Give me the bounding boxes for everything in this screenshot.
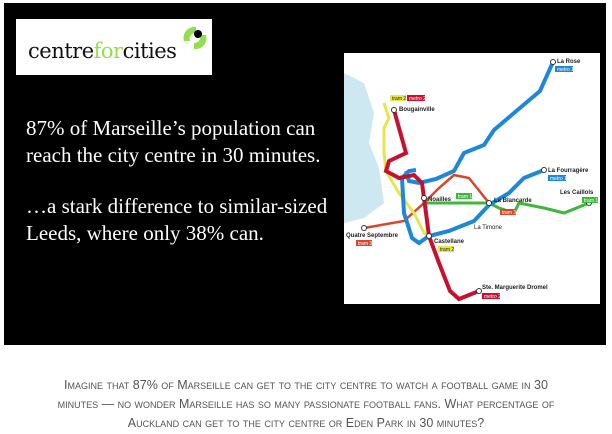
- station-marker: [486, 200, 492, 206]
- badge-tram2: tram 2: [440, 247, 454, 253]
- headline-line: 87% of Marseille’s population can: [26, 116, 316, 140]
- headline-leeds: …a stark difference to similar-sized Lee…: [26, 193, 327, 247]
- badge-tram2: tram 2: [392, 96, 406, 102]
- headline-line: Leeds, where only 38% can.: [26, 221, 264, 245]
- station-marker: [476, 288, 482, 294]
- caption: Imagine that 87% of Marseille can get to…: [0, 376, 612, 433]
- metro1-line-north: [404, 61, 555, 186]
- station-marker: [550, 59, 556, 65]
- station-marker: [361, 225, 367, 231]
- label-la-blancarde: La Blancarde: [494, 198, 532, 204]
- logo-text-centre: centre: [28, 39, 94, 63]
- station-marker: [541, 167, 547, 173]
- marseille-metro-map: La Rose Bougainville La Fourragère Les C…: [344, 53, 600, 304]
- caption-line: Imagine that 87% of Marseille can get to…: [64, 378, 548, 392]
- caption-line: Auckland can get to the city centre or E…: [127, 416, 485, 430]
- caption-line: minutes — no wonder Marseille has so man…: [57, 397, 555, 411]
- badge-tram3: tram 3: [358, 241, 372, 247]
- label-les-caillols: Les Caillols: [560, 190, 594, 196]
- label-ste-marguerite: Ste. Marguerite Dromel: [482, 285, 548, 291]
- centre-for-cities-logo: centreforcities: [16, 19, 212, 75]
- station-marker: [426, 233, 432, 239]
- sea-area: [344, 73, 384, 223]
- badge-tram1: tram 1: [458, 194, 472, 200]
- tram3-line: [363, 173, 490, 230]
- label-quatre-septembre: Quatre Septembre: [346, 233, 399, 239]
- badge-tram3: tram 3: [502, 210, 516, 216]
- headline-marseille: 87% of Marseille’s population can reach …: [26, 115, 320, 169]
- metro2-line: [383, 109, 480, 302]
- badge-tram1: tram 1: [584, 198, 598, 204]
- label-castellane: Castellane: [434, 239, 465, 245]
- logo-text-cities: cities: [122, 39, 177, 63]
- label-noailles: Noailles: [428, 197, 452, 203]
- logo-text-for: for: [93, 39, 123, 63]
- label-bougainville: Bougainville: [399, 107, 435, 113]
- logo-circle-icon: [183, 26, 207, 50]
- badge-metro1: metro 1: [557, 67, 574, 73]
- label-la-fourragere: La Fourragère: [548, 168, 589, 174]
- station-marker: [421, 195, 427, 201]
- label-la-timone: La Timone: [474, 225, 503, 231]
- headline-line: …a stark difference to similar-sized: [26, 194, 328, 218]
- badge-metro1: metro 1: [550, 176, 567, 182]
- badge-metro2: metro 2: [409, 96, 426, 102]
- station-marker: [391, 107, 397, 113]
- headline-line: reach the city centre in 30 minutes.: [26, 143, 321, 167]
- logo-wordmark: centreforcities: [28, 39, 177, 63]
- badge-metro2: metro 2: [484, 294, 501, 300]
- label-la-rose: La Rose: [557, 59, 581, 65]
